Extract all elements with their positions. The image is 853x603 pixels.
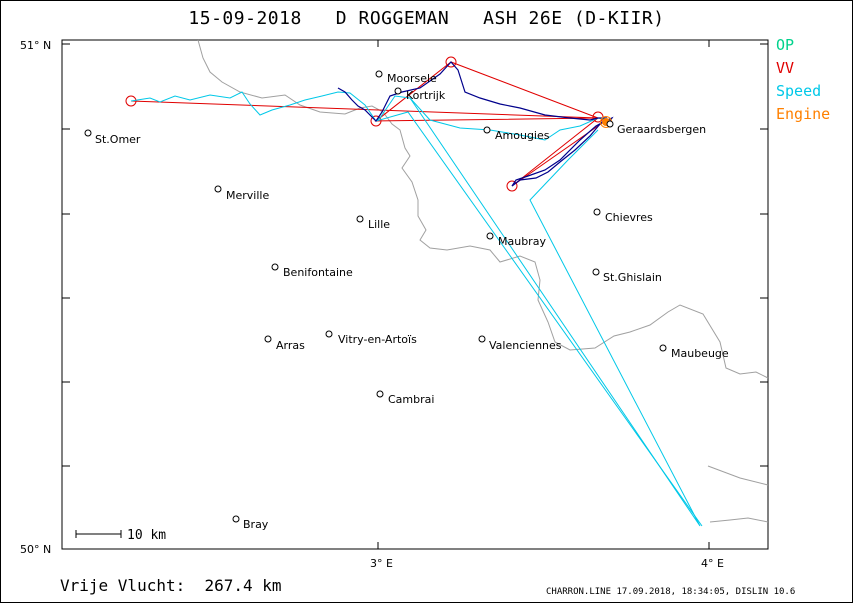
town-geraardsbergen: Geraardsbergen (606, 120, 706, 136)
svg-text:St.Ghislain: St.Ghislain (603, 271, 662, 284)
svg-text:Merville: Merville (226, 189, 269, 202)
turnpoint-start (125, 95, 137, 107)
town-maubeuge: Maubeuge (659, 344, 729, 360)
svg-text:Arras: Arras (276, 339, 305, 352)
towns: Moorsele Kortrijk St.Omer Amougies Geraa… (84, 70, 729, 531)
town-lille: Lille (356, 215, 390, 231)
svg-text:Chievres: Chievres (605, 211, 653, 224)
town-merville: Merville (214, 185, 269, 202)
lon-4-label: 4° E (701, 557, 724, 570)
axis-ticks (62, 40, 768, 549)
speed-outbound (375, 111, 703, 527)
town-valenciennes: Valenciennes (478, 335, 562, 352)
svg-text:Kortrijk: Kortrijk (406, 89, 446, 102)
flight-title: 15-09-2018 D ROGGEMAN ASH 26E (D-KIIR) (188, 8, 665, 29)
scale-bar-label: 10 km (127, 528, 166, 543)
lon-3-label: 3° E (370, 557, 393, 570)
town-bray: Bray (232, 515, 269, 531)
country-border (197, 39, 769, 379)
legend-op: OP (776, 36, 795, 54)
town-st-omer: St.Omer (84, 129, 141, 146)
turnpoint-1 (445, 56, 457, 68)
svg-text:Benifontaine: Benifontaine (283, 266, 353, 279)
legend-speed: Speed (776, 82, 822, 100)
lat-bottom-label: 50° N (20, 543, 51, 556)
turnpoint-4 (506, 180, 518, 192)
town-arras: Arras (264, 335, 305, 352)
lat-top-label: 51° N (20, 39, 51, 52)
svg-text:Maubeuge: Maubeuge (671, 347, 729, 360)
svg-text:Maubray: Maubray (498, 235, 546, 248)
border-south (707, 465, 769, 486)
flight-track (337, 61, 614, 187)
vv-legs (130, 61, 606, 187)
town-vitry: Vitry-en-Artoïs (325, 330, 417, 346)
speed-track (130, 91, 611, 141)
svg-text:Vitry-en-Artoïs: Vitry-en-Artoïs (338, 333, 417, 346)
map-frame (61, 39, 769, 550)
turnpoint-2 (370, 115, 382, 127)
town-benifontaine: Benifontaine (271, 263, 353, 279)
town-cambrai: Cambrai (376, 390, 434, 406)
footer-info: CHARRON.LINE 17.09.2018, 18:34:05, DISLI… (546, 587, 796, 597)
town-kortrijk: Kortrijk (394, 87, 446, 102)
town-chievres: Chievres (593, 208, 653, 224)
svg-text:Moorsele: Moorsele (387, 72, 437, 85)
town-maubray: Maubray (486, 232, 546, 248)
svg-text:St.Omer: St.Omer (95, 133, 141, 146)
border-se (709, 517, 769, 523)
legend-engine: Engine (776, 105, 831, 123)
svg-text:Bray: Bray (243, 518, 269, 531)
town-amougies: Amougies (483, 126, 550, 142)
svg-text:Valenciennes: Valenciennes (489, 339, 562, 352)
svg-text:Geraardsbergen: Geraardsbergen (617, 123, 706, 136)
svg-text:Cambrai: Cambrai (388, 393, 434, 406)
free-flight-distance: Vrije Vlucht: 267.4 km (60, 576, 282, 595)
scale-bar: 10 km (75, 528, 166, 543)
legend-vv: VV (776, 59, 795, 77)
town-moorsele: Moorsele (375, 70, 437, 85)
legend: OP VV Speed Engine (776, 34, 830, 126)
svg-text:Lille: Lille (368, 218, 390, 231)
town-st-ghislain: St.Ghislain (592, 268, 662, 284)
speed-approach (409, 97, 701, 527)
svg-text:Amougies: Amougies (495, 129, 550, 142)
